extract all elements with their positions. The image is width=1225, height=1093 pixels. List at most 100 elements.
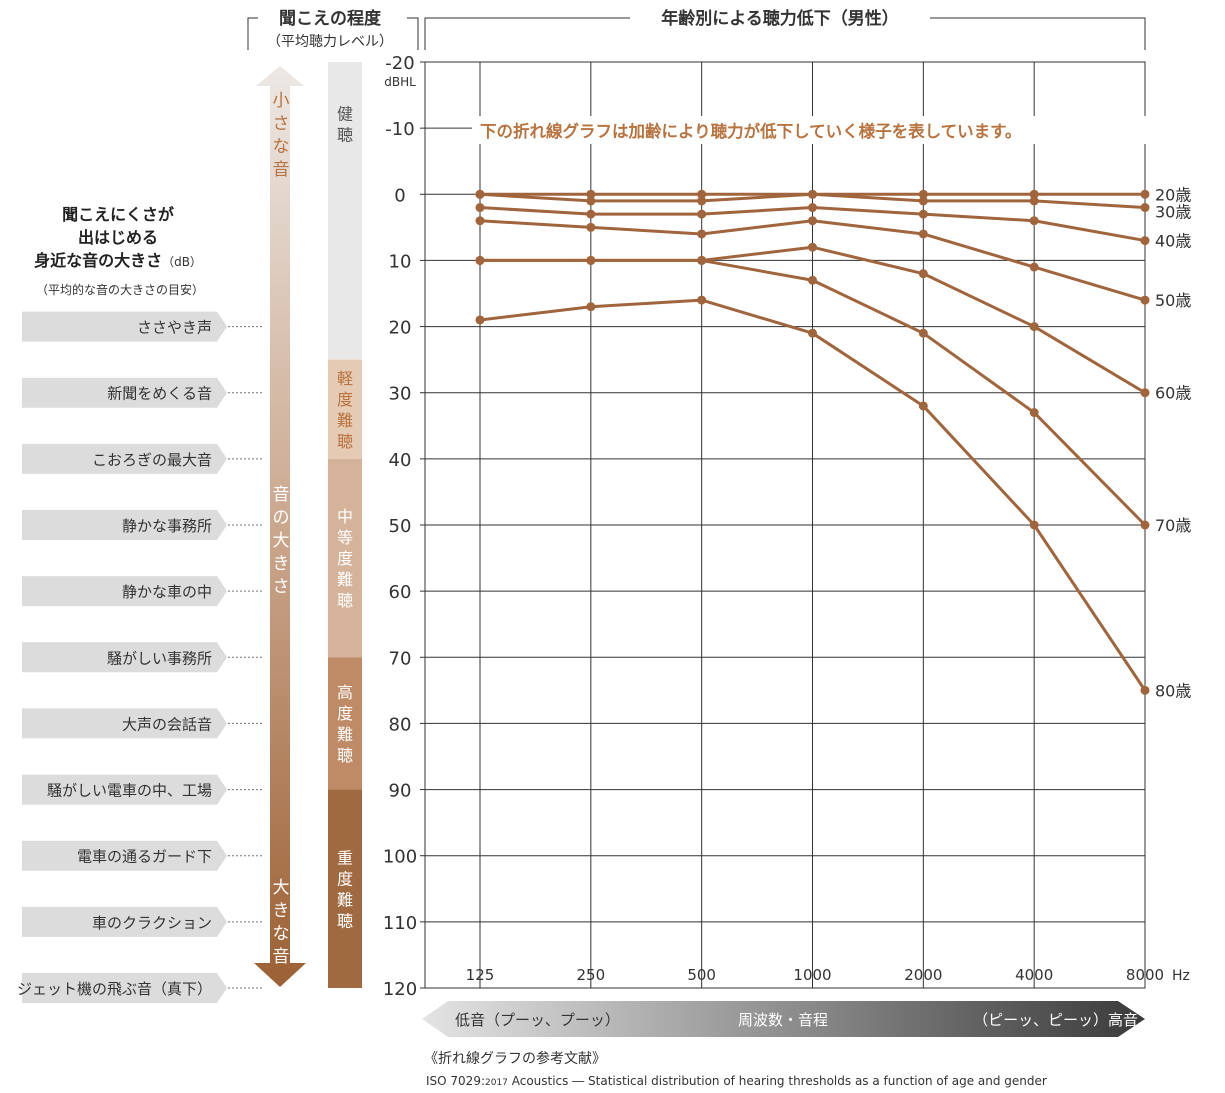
hearing-level-band: 高度難聴 bbox=[328, 657, 362, 790]
y-tick-label: 90 bbox=[389, 781, 412, 802]
x-unit-label: Hz bbox=[1172, 968, 1190, 984]
series-70歳: 70歳 bbox=[475, 255, 1191, 535]
data-point bbox=[697, 229, 707, 239]
examples-note: （平均的な音の大きさの目安） bbox=[36, 282, 204, 297]
band-label: 中等度難聴 bbox=[337, 507, 353, 610]
example-row: 騒がしい事務所 bbox=[22, 642, 262, 673]
example-label-shape bbox=[22, 840, 227, 871]
reference-citation-post: Acoustics ― Statistical distribution of … bbox=[508, 1074, 1047, 1088]
examples-title-line-3: 身近な音の大きさ（dB） bbox=[34, 251, 202, 270]
data-point bbox=[808, 203, 817, 213]
left-header-bracket bbox=[247, 17, 419, 50]
data-point bbox=[475, 315, 485, 325]
y-tick-label: 10 bbox=[389, 251, 412, 272]
x-tick-label: 500 bbox=[687, 966, 716, 984]
y-tick-label: 70 bbox=[389, 648, 412, 669]
band-fill bbox=[328, 62, 362, 360]
data-point bbox=[697, 196, 707, 206]
data-point bbox=[918, 189, 928, 199]
data-point bbox=[1029, 189, 1039, 199]
example-label-shape bbox=[22, 510, 227, 540]
series-60歳: 60歳 bbox=[475, 242, 1191, 403]
data-point bbox=[1029, 196, 1039, 206]
y-tick-label: 120 bbox=[383, 979, 417, 1000]
y-tick-label: 100 bbox=[383, 847, 417, 868]
y-tick-label: 40 bbox=[389, 450, 412, 471]
example-label-shape bbox=[22, 311, 227, 342]
data-point bbox=[1029, 408, 1039, 418]
x-tick-label: 125 bbox=[466, 966, 495, 984]
example-label: 大声の会話音 bbox=[122, 715, 212, 733]
series-label: 70歳 bbox=[1155, 516, 1191, 535]
series-label: 30歳 bbox=[1155, 203, 1191, 222]
data-point bbox=[808, 216, 817, 226]
data-point bbox=[808, 189, 817, 199]
frequency-arrow-shape bbox=[422, 1001, 1145, 1037]
data-point bbox=[1029, 520, 1039, 530]
main-header-bracket bbox=[424, 17, 1146, 50]
example-row: 大声の会話音 bbox=[22, 708, 262, 739]
band-label: 健聴 bbox=[337, 105, 353, 145]
example-label: 車のクラクション bbox=[92, 914, 212, 932]
series-label: 50歳 bbox=[1155, 291, 1191, 310]
example-row: 静かな車の中 bbox=[22, 576, 262, 607]
left-header-title: 聞こえの程度 bbox=[279, 8, 382, 29]
band-label: 高度難聴 bbox=[337, 683, 353, 765]
loudness-label-small: 小さな音 bbox=[273, 91, 290, 180]
data-point bbox=[1029, 216, 1039, 226]
series-40歳: 40歳 bbox=[475, 203, 1191, 251]
data-point bbox=[1029, 322, 1039, 332]
hearing-level-band: 軽度難聴 bbox=[328, 359, 362, 459]
sound-examples: 聞こえにくさが 出はじめる 身近な音の大きさ（dB） （平均的な音の大きさの目安… bbox=[17, 205, 262, 1003]
frequency-low-label: 低音（プーッ、プーッ） bbox=[455, 1011, 620, 1029]
data-point bbox=[586, 255, 596, 265]
series-80歳: 80歳 bbox=[475, 295, 1191, 700]
example-label: 静かな車の中 bbox=[122, 583, 212, 601]
series-label: 60歳 bbox=[1155, 384, 1191, 403]
data-point bbox=[1140, 685, 1150, 695]
data-point bbox=[918, 328, 928, 338]
data-point bbox=[697, 189, 707, 199]
y-tick-label: 110 bbox=[383, 913, 417, 934]
x-tick-label: 4000 bbox=[1015, 966, 1053, 984]
example-label: ジェット機の飛ぶ音（真下） bbox=[17, 980, 212, 998]
y-unit-label: dBHL bbox=[384, 75, 416, 89]
example-label-shape bbox=[22, 443, 227, 474]
loudness-arrow: 小さな音 音の大きさ 大きな音 bbox=[254, 66, 306, 987]
data-point bbox=[475, 203, 485, 213]
data-point bbox=[475, 216, 485, 226]
example-row: 静かな事務所 bbox=[22, 510, 262, 540]
data-point bbox=[1140, 388, 1150, 398]
data-point bbox=[1140, 295, 1150, 305]
data-point bbox=[1029, 262, 1039, 272]
y-tick-label: 30 bbox=[389, 384, 412, 405]
example-label-shape bbox=[22, 642, 227, 673]
x-tick-label: 1000 bbox=[793, 966, 831, 984]
example-label: 電車の通るガード下 bbox=[77, 848, 212, 866]
data-point bbox=[1140, 236, 1150, 246]
y-tick-label: 20 bbox=[389, 318, 412, 339]
annotation-background bbox=[472, 116, 1152, 144]
example-label-shape bbox=[22, 906, 227, 937]
series-label: 40歳 bbox=[1155, 232, 1191, 251]
data-point bbox=[808, 275, 817, 285]
example-row: 車のクラクション bbox=[22, 906, 262, 937]
example-label: 新聞をめくる音 bbox=[107, 385, 212, 403]
example-label-shape bbox=[22, 708, 227, 739]
data-point bbox=[1140, 520, 1150, 530]
loudness-label-large: 大きな音 bbox=[273, 878, 290, 967]
data-point bbox=[918, 209, 928, 219]
loudness-label-middle: 音の大きさ bbox=[273, 485, 290, 597]
data-point bbox=[808, 328, 817, 338]
hearing-level-band: 重度難聴 bbox=[328, 789, 362, 988]
data-point bbox=[918, 269, 928, 279]
reference: 《折れ線グラフの参考文献》 ISO 7029:2017 Acoustics ― … bbox=[424, 1050, 1047, 1088]
example-label: 騒がしい事務所 bbox=[107, 649, 212, 667]
example-row: 新聞をめくる音 bbox=[22, 377, 262, 408]
data-point bbox=[1140, 189, 1150, 199]
examples-title-main: 身近な音の大きさ bbox=[34, 251, 162, 270]
